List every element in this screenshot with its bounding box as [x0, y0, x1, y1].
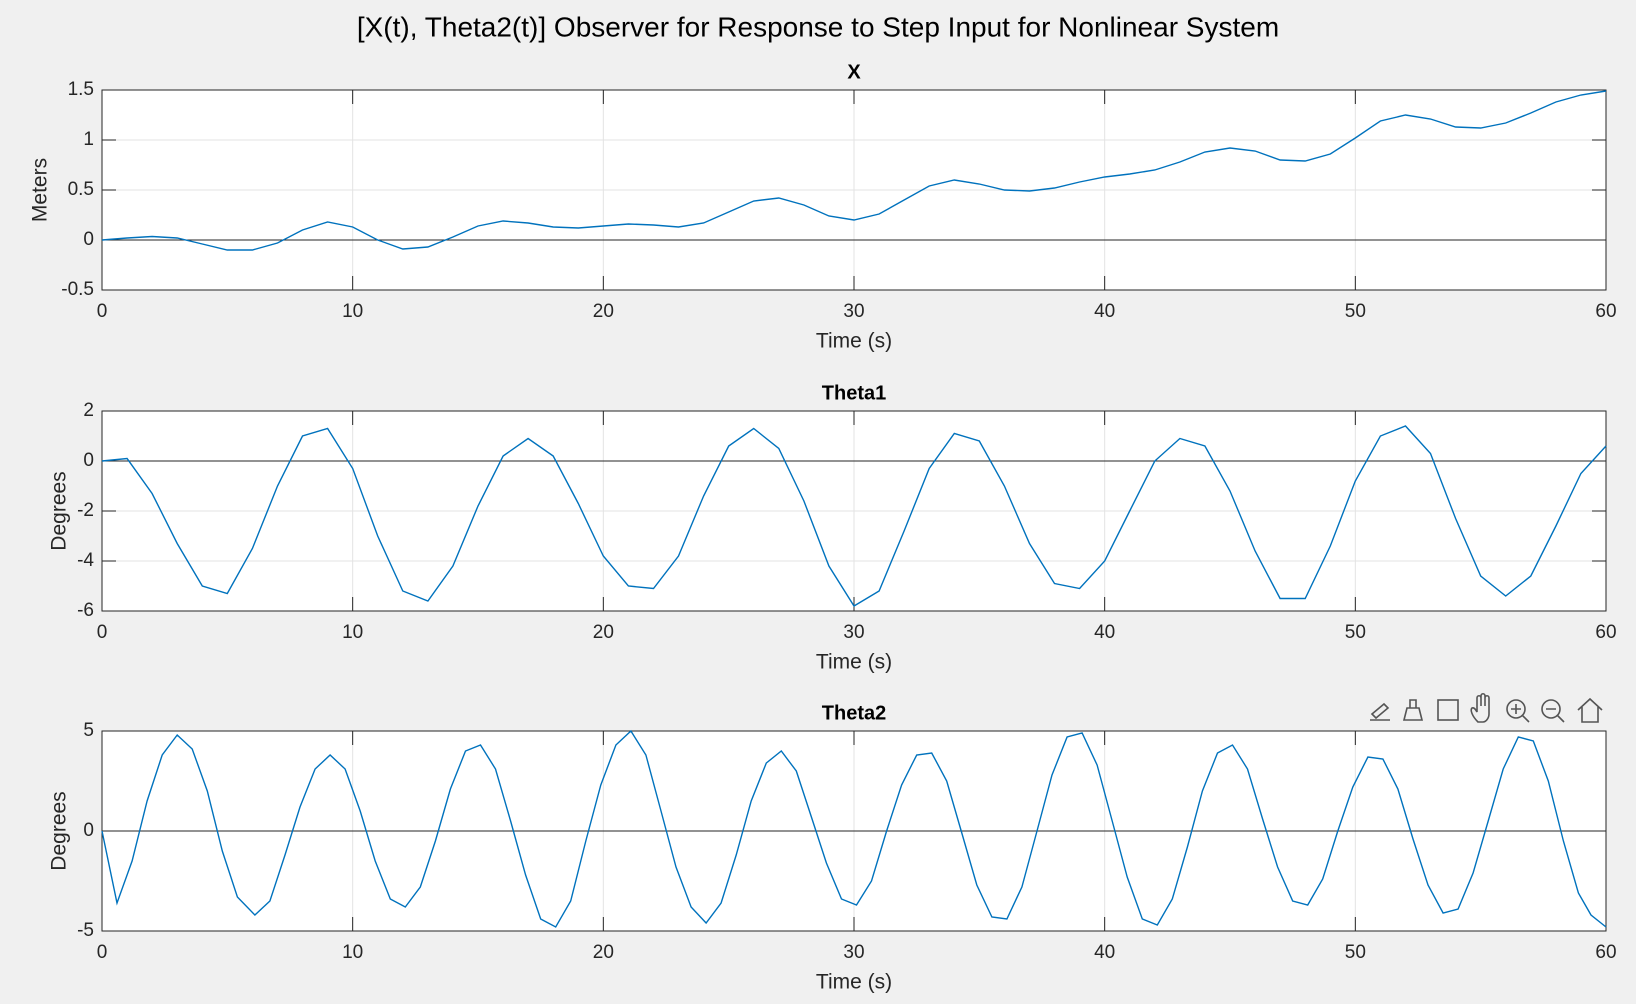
axes-toolbar[interactable] — [1370, 692, 1603, 723]
y-tick-label: 0 — [83, 820, 94, 841]
data-line — [101, 90, 1607, 251]
x-axis-label: Time (s) — [816, 651, 892, 674]
subplot-title: Theta1 — [822, 382, 886, 404]
y-tick-label: 0.5 — [68, 179, 94, 200]
x-tick-label: 40 — [1094, 301, 1115, 322]
x-tick-label: 20 — [593, 301, 614, 322]
toolbar-pan[interactable] — [1470, 692, 1490, 723]
y-tick-label: 5 — [83, 720, 94, 741]
x-tick-label: 50 — [1345, 301, 1366, 322]
y-tick-label: 1.5 — [68, 79, 94, 100]
x-tick-label: 30 — [843, 301, 864, 322]
x-tick-label: 30 — [843, 622, 864, 643]
data-line — [101, 425, 1607, 607]
x-tick-label: 20 — [593, 942, 614, 963]
y-tick-label: -6 — [77, 600, 94, 621]
x-tick-label: 30 — [843, 942, 864, 963]
axes-box — [101, 89, 1607, 291]
x-tick-label: 10 — [342, 301, 363, 322]
x-tick-label: 10 — [342, 622, 363, 643]
toolbar-home[interactable] — [1577, 697, 1603, 723]
x-tick-label: 0 — [97, 942, 108, 963]
y-tick-label: 0 — [83, 229, 94, 250]
x-tick-label: 40 — [1094, 622, 1115, 643]
x-tick-label: 20 — [593, 622, 614, 643]
axes-box — [101, 410, 1607, 612]
toolbar-zoom-out[interactable] — [1541, 699, 1561, 719]
y-axis-label: Meters — [29, 158, 52, 222]
y-tick-label: 1 — [83, 129, 94, 150]
toolbar-export[interactable] — [1370, 702, 1390, 721]
y-tick-label: -4 — [77, 550, 94, 571]
y-tick-label: -2 — [77, 500, 94, 521]
toolbar-datatip[interactable] — [1437, 699, 1459, 721]
x-tick-label: 60 — [1595, 622, 1616, 643]
figure-title: [X(t), Theta2(t)] Observer for Response … — [357, 11, 1279, 42]
x-tick-label: 40 — [1094, 942, 1115, 963]
x-axis-label: Time (s) — [816, 971, 892, 994]
x-tick-label: 50 — [1345, 942, 1366, 963]
subplot-title: Theta2 — [822, 702, 886, 724]
y-tick-label: 2 — [83, 400, 94, 421]
y-tick-label: 0 — [83, 450, 94, 471]
x-tick-label: 60 — [1595, 301, 1616, 322]
x-tick-label: 10 — [342, 942, 363, 963]
data-line — [101, 729, 1607, 928]
x-tick-label: 0 — [97, 622, 108, 643]
toolbar-brush[interactable] — [1402, 699, 1424, 721]
y-axis-label: Degrees — [48, 471, 71, 550]
x-tick-label: 0 — [97, 301, 108, 322]
y-tick-label: -0.5 — [61, 279, 94, 300]
toolbar-zoom-in[interactable] — [1506, 699, 1526, 719]
x-tick-label: 60 — [1595, 942, 1616, 963]
x-tick-label: 50 — [1345, 622, 1366, 643]
subplot-title: X — [847, 61, 861, 83]
y-tick-label: -5 — [77, 920, 94, 941]
y-axis-label: Degrees — [48, 791, 71, 870]
x-axis-label: Time (s) — [816, 330, 892, 353]
